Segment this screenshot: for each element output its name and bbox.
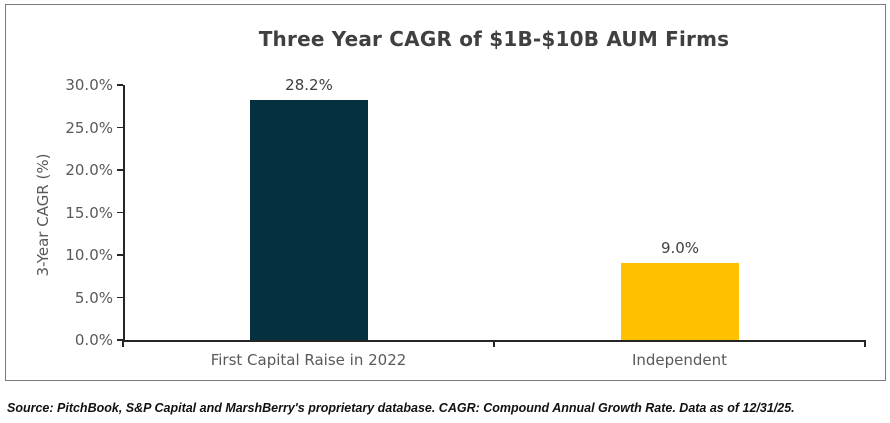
y-tick-mark xyxy=(117,296,123,299)
source-note: Source: PitchBook, S&P Capital and Marsh… xyxy=(7,401,795,415)
x-tick-mark xyxy=(122,340,124,347)
y-tick-mark xyxy=(117,254,123,256)
bar-2 xyxy=(621,263,739,340)
bar-1 xyxy=(250,100,368,340)
y-tick-label: 15.0% xyxy=(65,203,113,222)
y-tick-label: 25.0% xyxy=(65,118,113,137)
y-tick-label: 10.0% xyxy=(65,246,113,264)
y-tick-mark xyxy=(117,126,123,129)
x-category-label: First Capital Raise in 2022 xyxy=(210,351,407,369)
y-tick-mark xyxy=(117,169,123,171)
x-category-label: Independent xyxy=(631,351,728,369)
y-axis-line xyxy=(123,85,125,342)
chart-box: Three Year CAGR of $1B-$10B AUM Firms 3-… xyxy=(5,4,886,381)
x-tick-mark xyxy=(864,340,866,347)
y-tick-label: 30.0% xyxy=(65,76,113,94)
y-tick-mark xyxy=(117,84,123,86)
bar-value-label: 9.0% xyxy=(660,239,700,257)
chart-title: Three Year CAGR of $1B-$10B AUM Firms xyxy=(258,27,730,51)
bar-value-label: 28.2% xyxy=(285,76,333,94)
y-tick-label: 5.0% xyxy=(74,288,113,307)
plot-area: 0.0% 5.0% 10.0% 15.0% 20.0% 25.0% 30.0% 28.2% Fi… xyxy=(65,76,866,369)
y-tick-mark xyxy=(117,339,123,341)
y-tick-label: 20.0% xyxy=(65,161,113,179)
y-tick-label: 0.0% xyxy=(74,331,113,349)
y-tick-mark xyxy=(117,211,123,214)
x-tick-mark xyxy=(493,340,495,347)
